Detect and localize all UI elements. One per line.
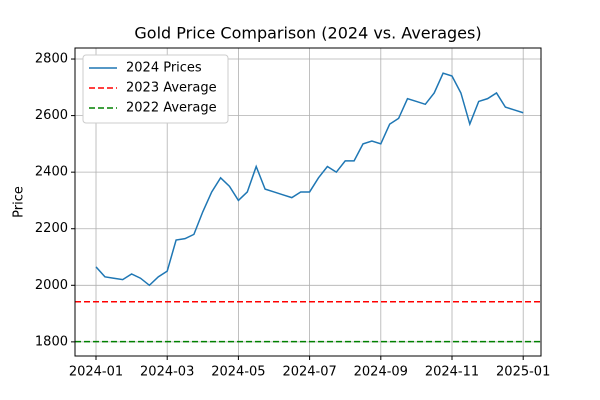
x-tick-label: 2025-01: [496, 365, 550, 380]
x-tick-label: 2024-09: [354, 365, 408, 380]
y-tick-label: 2800: [35, 52, 68, 67]
y-tick-label: 2200: [35, 221, 68, 236]
y-tick-label: 2400: [35, 165, 68, 180]
y-tick-label: 2600: [35, 108, 68, 123]
legend-label: 2023 Average: [126, 81, 217, 96]
legend-box: [82, 54, 229, 124]
x-tick-label: 2024-03: [140, 365, 194, 380]
legend-label: 2022 Average: [126, 101, 217, 116]
price-line: [95, 72, 524, 287]
x-tick-label: 2024-05: [211, 365, 265, 380]
x-tick-label: 2024-11: [425, 365, 479, 380]
y-tick-label: 1800: [35, 334, 68, 349]
y-tick-label: 2000: [35, 278, 68, 293]
plot-frame: [74, 47, 542, 357]
legend-label: 2024 Prices: [126, 61, 202, 76]
x-tick-label: 2024-07: [282, 365, 336, 380]
y-axis-label: Price: [12, 186, 27, 218]
chart-title: Gold Price Comparison (2024 vs. Averages…: [134, 24, 481, 43]
x-tick-label: 2024-01: [69, 365, 123, 380]
